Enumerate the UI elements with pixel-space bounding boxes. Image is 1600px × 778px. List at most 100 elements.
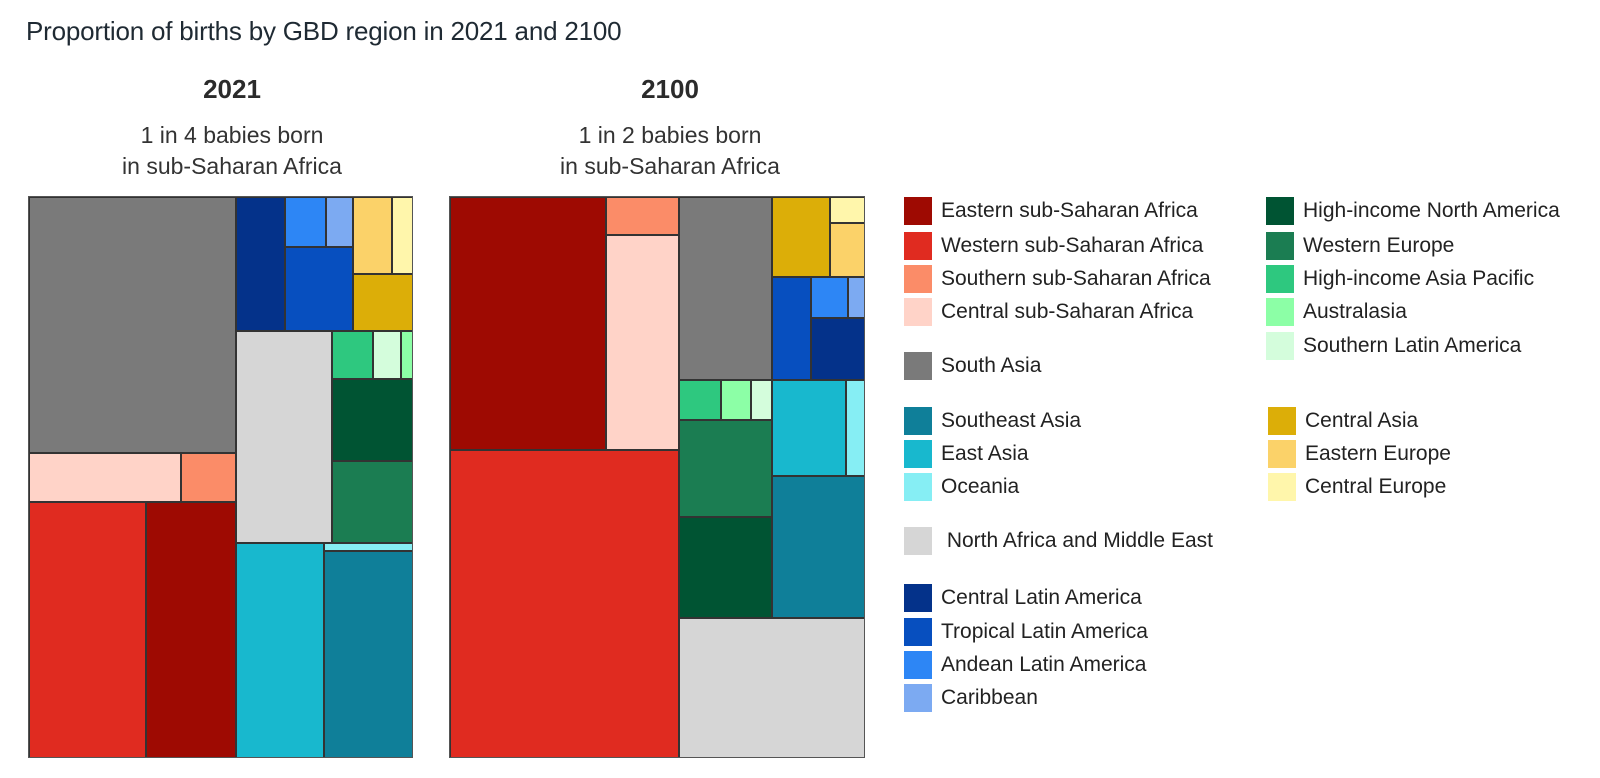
treemap-cell-caribbean	[326, 197, 353, 247]
treemap-cell-south-asia	[29, 197, 236, 453]
legend-item-sa: South Asia	[904, 352, 1041, 380]
legend-label: Tropical Latin America	[941, 620, 1148, 643]
treemap-cell-western-sub-saharan-africa	[450, 450, 679, 757]
legend-label: North Africa and Middle East	[941, 529, 1213, 552]
treemap-cell-western-sub-saharan-africa	[29, 502, 146, 757]
panel-year: 2100	[641, 74, 699, 104]
panel-year: 2021	[203, 74, 261, 104]
legend-swatch	[1268, 407, 1296, 435]
legend-item-ee: Eastern Europe	[1268, 440, 1451, 468]
treemap-cell-central-europe	[392, 197, 412, 274]
panel-subtitle: 1 in 2 babies born in sub-Saharan Africa	[460, 120, 880, 182]
legend-label: Central Asia	[1305, 409, 1419, 432]
panel-subtitle-line1: 1 in 2 babies born	[578, 122, 762, 148]
treemap-cell-eastern-sub-saharan-africa	[450, 197, 606, 450]
legend-swatch	[1266, 197, 1294, 225]
treemap-cell-eastern-sub-saharan-africa	[146, 502, 236, 757]
legend-item-oc: Oceania	[904, 473, 1019, 501]
legend-label: South Asia	[941, 354, 1042, 377]
legend-label: Southern Latin America	[1303, 334, 1522, 357]
legend-swatch	[1268, 440, 1296, 468]
legend-swatch	[1266, 298, 1294, 326]
legend-item-essa: Eastern sub-Saharan Africa	[904, 197, 1198, 225]
legend-item-cla: Central Latin America	[904, 584, 1142, 612]
legend-label: Caribbean	[941, 686, 1038, 709]
panel-header-2100: 2100 1 in 2 babies born in sub-Saharan A…	[460, 74, 880, 182]
legend-label: Southern sub-Saharan Africa	[941, 267, 1211, 290]
legend-label: Western Europe	[1303, 234, 1455, 257]
legend-item-aus: Australasia	[1266, 298, 1407, 326]
treemap-cell-andean-latin-america	[811, 277, 848, 318]
treemap-cell-australasia	[721, 380, 751, 420]
legend-label: Andean Latin America	[941, 653, 1147, 676]
treemap-cell-southern-sub-saharan-africa	[181, 453, 236, 502]
treemap-cell-southeast-asia	[324, 551, 412, 757]
legend-label: East Asia	[941, 442, 1029, 465]
panel-header-2021: 2021 1 in 4 babies born in sub-Saharan A…	[22, 74, 442, 182]
legend-item-ce: Central Europe	[1268, 473, 1446, 501]
legend-label: Central Latin America	[941, 586, 1142, 609]
chart-title: Proportion of births by GBD region in 20…	[26, 16, 622, 46]
legend-item-sssa: Southern sub-Saharan Africa	[904, 265, 1211, 293]
treemap-cell-south-asia	[679, 197, 772, 380]
legend-swatch	[1266, 232, 1294, 260]
legend-swatch	[904, 527, 932, 555]
treemap-cell-central-asia	[772, 197, 830, 277]
treemap-cell-north-africa-and-middle-east	[679, 618, 864, 757]
treemap-cell-australasia	[401, 331, 412, 379]
treemap-cell-caribbean	[848, 277, 864, 318]
treemap-cell-east-asia	[772, 380, 846, 476]
treemap-2021	[28, 196, 413, 758]
treemap-cell-central-latin-america	[236, 197, 285, 331]
panel-subtitle: 1 in 4 babies born in sub-Saharan Africa	[22, 120, 442, 182]
legend-item-tla: Tropical Latin America	[904, 618, 1148, 646]
legend-swatch	[904, 232, 932, 260]
legend-item-ca: Central Asia	[1268, 407, 1418, 435]
legend-label: High-income North America	[1303, 199, 1560, 222]
legend-swatch	[904, 584, 932, 612]
legend-swatch	[904, 651, 932, 679]
legend-label: High-income Asia Pacific	[1303, 267, 1535, 290]
legend-item-sla: Southern Latin America	[1266, 332, 1521, 360]
treemap-cell-high-income-asia-pacific	[679, 380, 721, 420]
legend-swatch	[1266, 332, 1294, 360]
treemap-cell-southern-latin-america	[751, 380, 772, 420]
legend-label: Eastern Europe	[1305, 442, 1451, 465]
treemap-cell-tropical-latin-america	[285, 247, 353, 331]
legend-item-ala: Andean Latin America	[904, 651, 1146, 679]
treemap-cell-eastern-europe	[830, 223, 864, 277]
treemap-cell-southern-latin-america	[373, 331, 401, 379]
treemap-cell-central-europe	[830, 197, 864, 223]
treemap-cell-southern-sub-saharan-africa	[606, 197, 679, 235]
treemap-cell-north-africa-and-middle-east	[236, 331, 332, 543]
legend-label: Central Europe	[1305, 475, 1447, 498]
treemap-2100	[449, 196, 865, 758]
treemap-cell-andean-latin-america	[285, 197, 326, 247]
legend-item-hina: High-income North America	[1266, 197, 1560, 225]
legend-item-name: North Africa and Middle East	[904, 527, 1213, 555]
legend-swatch	[904, 352, 932, 380]
legend-swatch	[1266, 265, 1294, 293]
treemap-cell-central-latin-america	[811, 318, 864, 380]
legend-label: Southeast Asia	[941, 409, 1082, 432]
legend-label: Australasia	[1303, 300, 1407, 323]
legend-item-car: Caribbean	[904, 684, 1038, 712]
legend-item-sea: Southeast Asia	[904, 407, 1081, 435]
treemap-cell-east-asia	[236, 543, 324, 757]
treemap-cell-southeast-asia	[772, 476, 864, 618]
legend-swatch	[904, 684, 932, 712]
legend-swatch	[904, 440, 932, 468]
treemap-cell-oceania	[324, 543, 412, 551]
legend-label: Oceania	[941, 475, 1020, 498]
legend-item-ea: East Asia	[904, 440, 1029, 468]
legend-swatch	[904, 407, 932, 435]
legend-label: Western sub-Saharan Africa	[941, 234, 1204, 257]
legend-swatch	[904, 473, 932, 501]
treemap-cell-tropical-latin-america	[772, 277, 811, 380]
treemap-cell-western-europe	[332, 461, 412, 543]
panel-subtitle-line2: in sub-Saharan Africa	[122, 153, 342, 179]
legend-swatch	[904, 298, 932, 326]
legend-item-we: Western Europe	[1266, 232, 1454, 260]
legend-swatch	[904, 618, 932, 646]
treemap-cell-central-sub-saharan-africa	[606, 235, 679, 450]
